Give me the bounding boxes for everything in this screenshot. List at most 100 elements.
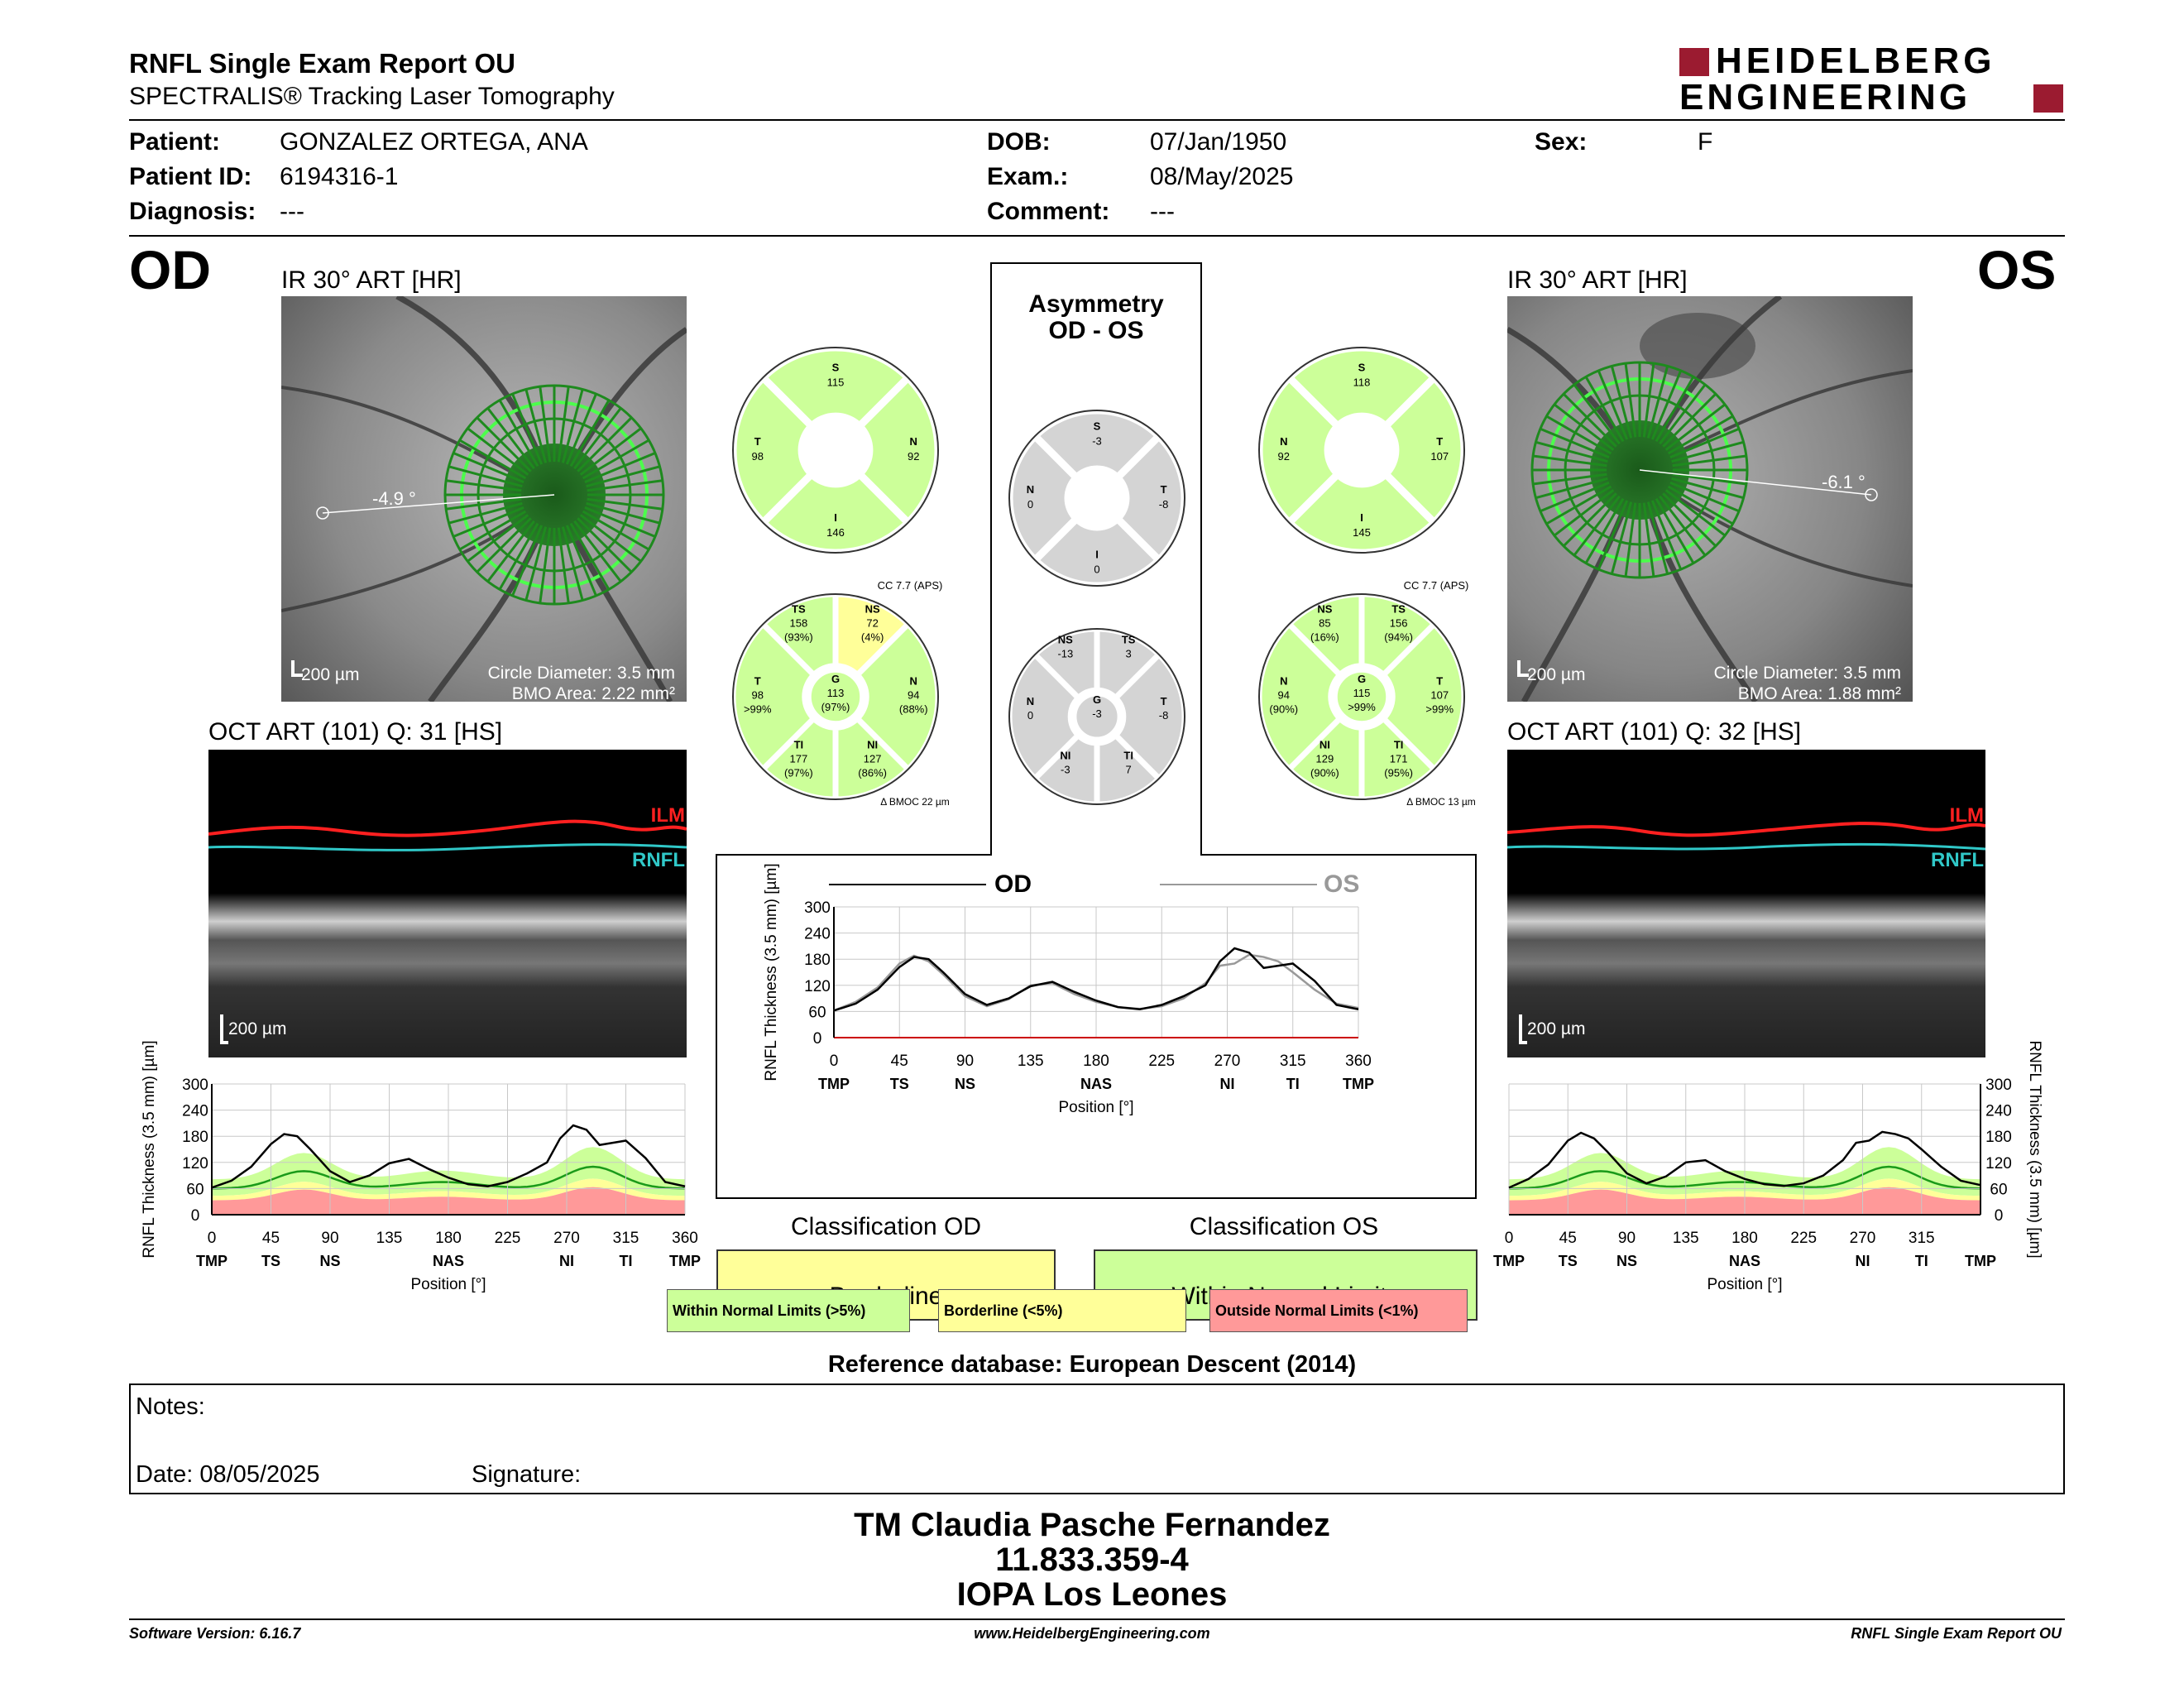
scan-spoke	[1610, 501, 1633, 574]
os-sector-pie-value-TI: 171	[1390, 752, 1408, 765]
od-bmo-area: BMO Area: 2.22 mm²	[511, 684, 675, 702]
region-label: TMP	[1493, 1253, 1525, 1269]
od-oct-scale: 200 µm	[228, 1019, 287, 1038]
scan-spoke	[511, 393, 544, 465]
y-tick-label: 180	[804, 952, 831, 969]
region-label: TMP	[1965, 1253, 1996, 1269]
od-quadrant-pie-value-S: 115	[827, 376, 845, 389]
od-quadrant-pie-outline	[732, 347, 939, 554]
asym-sector-pie-value-NS: -13	[1057, 648, 1073, 660]
scan-spoke	[584, 452, 656, 484]
x-axis-title: Position [°]	[410, 1276, 486, 1293]
reference-database: Reference database: European Descent (20…	[827, 1351, 1357, 1378]
asym-quadrant-pie-value-I: 0	[1094, 563, 1099, 575]
legend-onl: Outside Normal Limits (<1%)	[1209, 1289, 1468, 1332]
od-sector-pie-sector-G	[806, 667, 865, 727]
signature-name: TM Claudia Pasche Fernandez	[854, 1507, 1330, 1543]
report-subtitle: SPECTRALIS® Tracking Laser Tomography	[129, 83, 615, 110]
region-label: NI	[1220, 1076, 1235, 1092]
x-tick-label: 315	[1909, 1230, 1935, 1247]
os-sector-pie-label-NS: NS	[1317, 603, 1332, 616]
asym-sector-pie-label-N: N	[1027, 695, 1034, 707]
logo-text-bottom: ENGINEERING	[1679, 77, 1971, 117]
diagnosis-label: Diagnosis:	[129, 198, 256, 225]
os-angle-label: -6.1 °	[1822, 472, 1866, 492]
y-tick-label: 60	[808, 1004, 826, 1021]
y-tick-label: 240	[182, 1103, 208, 1120]
scan-spoke	[486, 407, 535, 470]
scan-spoke	[1667, 415, 1734, 455]
y-tick-label: 120	[1985, 1155, 2012, 1172]
scan-spoke	[579, 427, 642, 476]
scan-spoke	[1671, 477, 1744, 500]
region-label: TMP	[196, 1253, 228, 1269]
asym-sector-pie-label-G: G	[1093, 693, 1101, 706]
scan-spoke	[1535, 440, 1608, 463]
y-tick-label: 300	[1985, 1077, 2012, 1094]
os-oct-scale: 200 µm	[1527, 1019, 1586, 1038]
od-sector-pie-pct-N: (88%)	[899, 703, 928, 716]
scan-spoke	[1672, 472, 1747, 486]
x-tick-label: 0	[208, 1230, 217, 1247]
patient-label: Patient:	[129, 128, 221, 156]
scan-spoke	[1664, 489, 1727, 537]
os-bmoc-label: Δ BMOC 13 µm	[1406, 796, 1476, 808]
asym-sector-pie-label-NS: NS	[1058, 634, 1073, 646]
y-tick-label: 240	[804, 926, 831, 943]
od-quadrant-pie-center	[804, 419, 867, 482]
report-title: RNFL Single Exam Report OU	[129, 48, 515, 79]
os-sector-pie-pct-NI: (90%)	[1310, 766, 1339, 779]
y-tick-label: 180	[182, 1129, 208, 1146]
footer-website[interactable]: www.HeidelbergEngineering.com	[974, 1625, 1210, 1642]
os-sector-pie-pct-N: (90%)	[1269, 703, 1298, 716]
asym-sector-pie-value-TS: 3	[1126, 648, 1132, 660]
region-label: NS	[955, 1076, 975, 1092]
asym-sector-pie-value-T: -8	[1159, 709, 1169, 722]
scan-spoke	[1662, 393, 1717, 448]
notes-label: Notes:	[136, 1393, 205, 1420]
os-ilm-label: ILM	[1949, 804, 1984, 827]
os-fundus-image: -6.1 ° 200 µm Circle Diameter: 3.5 mm BM…	[1507, 296, 1913, 702]
scan-spoke	[524, 389, 548, 463]
os-quadrant-pie-value-T: 107	[1430, 450, 1449, 463]
os-profile-chart	[1508, 1083, 1981, 1216]
logo-text-top: HEIDELBERG	[1716, 41, 1996, 81]
od-sector-pie-value-G: 113	[827, 687, 845, 699]
os-rnfl-label: RNFL	[1931, 849, 1984, 871]
asym-quadrant-pie-label-T: T	[1161, 483, 1167, 496]
os-sector-pie-value-TS: 156	[1390, 617, 1408, 630]
os-sector-pie-value-N: 94	[1278, 689, 1290, 702]
od-quadrant-pie-value-N: 92	[908, 450, 919, 463]
x-tick-label: 270	[1850, 1230, 1876, 1247]
os-sector-pie-pct-TS: (94%)	[1384, 631, 1413, 644]
os-cc-label: CC 7.7 (APS)	[1404, 579, 1469, 592]
od-sector-pie-pct-G: (97%)	[821, 701, 850, 713]
asym-quadrant-pie-label-N: N	[1027, 483, 1034, 496]
asym-sector-pie-label-NI: NI	[1060, 750, 1070, 762]
patient-id-label: Patient ID:	[129, 163, 252, 190]
region-label: NS	[1616, 1253, 1637, 1269]
od-quadrant-pie-label-T: T	[754, 435, 761, 448]
os-quadrant-pie-label-T: T	[1436, 435, 1443, 448]
asym-sector-pie-outline	[1008, 628, 1185, 805]
asym-sector-pie-sector-G	[1071, 691, 1123, 742]
notes-box[interactable]: Notes: Date: 08/05/2025 Signature:	[129, 1383, 2065, 1494]
os-oct-bscan: ILM RNFL 200 µm	[1507, 750, 1985, 1057]
dob-label: DOB:	[987, 128, 1051, 156]
patient-id: 6194316-1	[280, 163, 399, 190]
od-quadrant-pie-label-N: N	[910, 435, 917, 448]
scan-spoke	[476, 517, 532, 573]
od-sector-pie-label-NS: NS	[865, 603, 880, 616]
x-tick-label: 225	[495, 1230, 521, 1247]
od-ir-scale: 200 µm	[301, 665, 360, 684]
x-tick-label: 90	[1618, 1230, 1636, 1247]
asym-quadrant-pie-value-N: 0	[1027, 498, 1033, 511]
scan-spoke	[1545, 485, 1612, 525]
os-bmo-area: BMO Area: 1.88 mm²	[1737, 684, 1901, 702]
od-sector-pie-value-N: 94	[908, 689, 919, 702]
sex-value: F	[1698, 128, 1713, 156]
x-tick-label: 225	[1790, 1230, 1817, 1247]
scan-spoke	[453, 452, 524, 484]
